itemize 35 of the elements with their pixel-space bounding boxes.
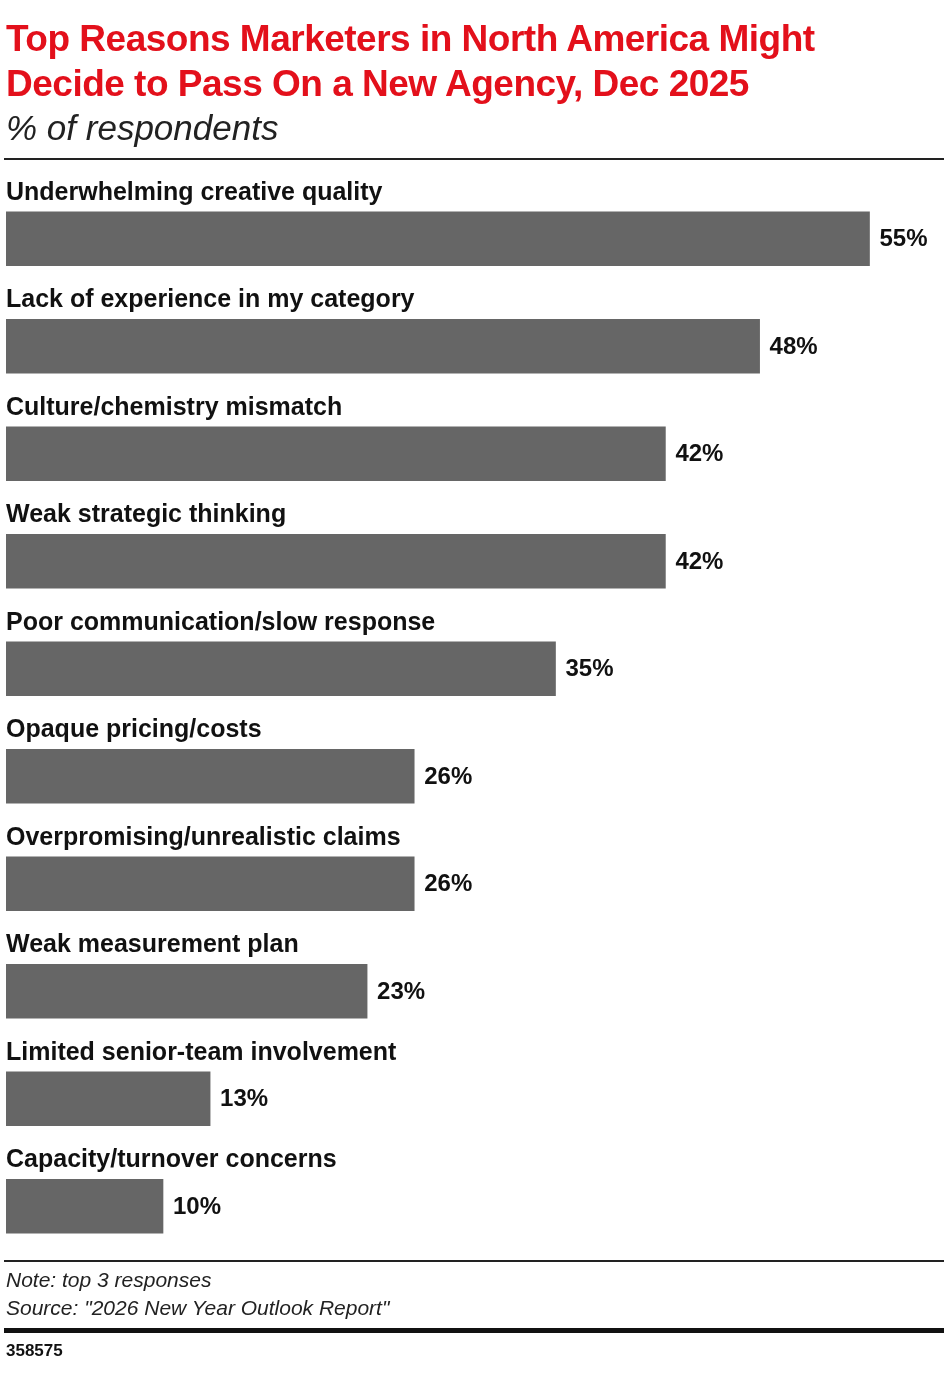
text: Note: top 3 responses [6, 1267, 213, 1293]
bar [6, 1071, 211, 1127]
bar [6, 641, 556, 697]
data-label: 35% [565, 654, 614, 682]
bar [6, 211, 870, 267]
y-tick-label: Capacity/turnover concerns [6, 1144, 337, 1173]
bar [6, 1178, 164, 1234]
bar [6, 748, 415, 804]
chart-subtitle: % of respondents [6, 108, 280, 148]
bar [6, 318, 760, 374]
data-label: 26% [424, 761, 473, 789]
y-tick-label: Limited senior-team involvement [6, 1036, 398, 1065]
bar [6, 963, 368, 1019]
data-label: 26% [424, 869, 473, 897]
y-tick-label: Poor communication/slow response [6, 606, 436, 635]
bar [6, 533, 666, 589]
y-tick-label: Weak strategic thinking [6, 499, 287, 528]
y-tick-label: Lack of experience in my category [6, 284, 415, 313]
y-tick-label: Opaque pricing/costs [6, 714, 262, 743]
data-label: 10% [173, 1191, 222, 1219]
data-label: 42% [675, 546, 724, 574]
data-label: 23% [377, 976, 426, 1004]
source-note: Source: "2026 New Year Outlook Report" [6, 1295, 391, 1321]
data-label: 13% [220, 1084, 269, 1112]
chart-title: Top Reasons Marketers in North America Might Decide to Pass On a New Agency, Dec 2025 [6, 17, 816, 106]
y-tick-label: Weak measurement plan [6, 929, 299, 958]
bar [6, 856, 415, 912]
y-tick-label: Overpromising/unrealistic claims [6, 821, 401, 850]
y-tick-label: Culture/chemistry mismatch [6, 391, 343, 420]
text: 358575 [6, 1341, 64, 1361]
data-label: 42% [675, 439, 724, 467]
bar [6, 426, 666, 482]
y-tick-label: Underwhelming creative quality [6, 176, 383, 205]
data-label: 48% [769, 331, 818, 359]
data-label: 55% [879, 224, 928, 252]
